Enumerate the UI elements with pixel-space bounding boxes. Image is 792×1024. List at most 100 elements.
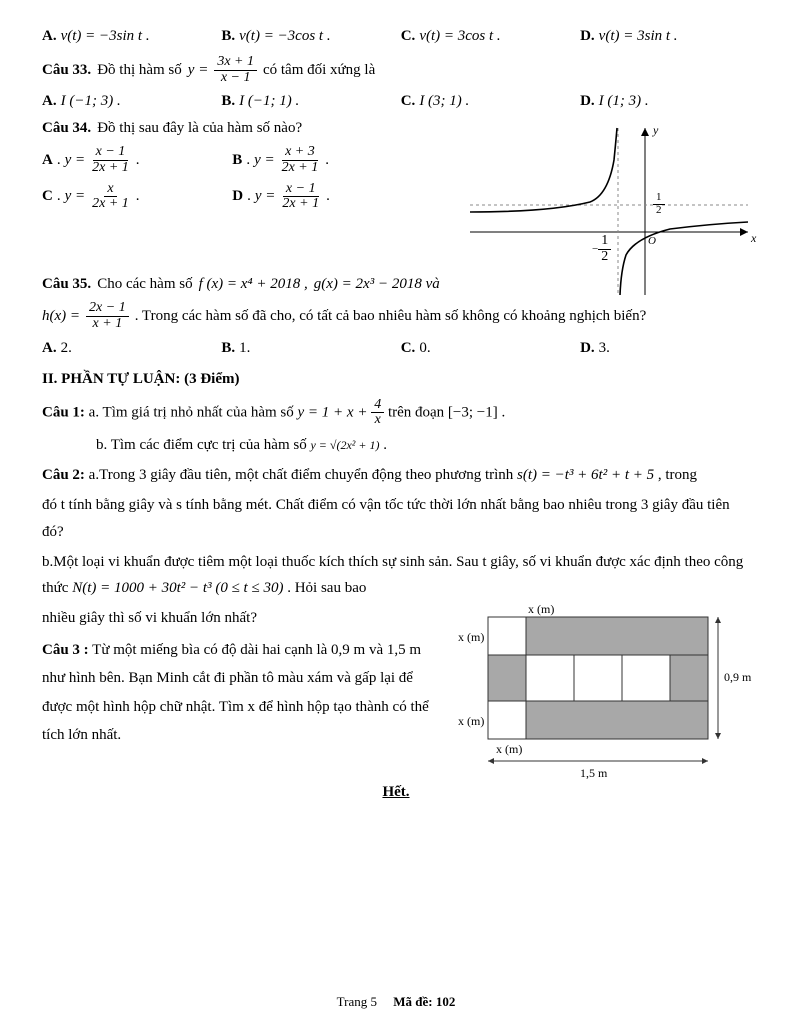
footer-code: Mã đề: 102 bbox=[393, 994, 455, 1009]
c1a-yeq: y = 1 + x + bbox=[298, 404, 368, 420]
q35-opt-c: C.0. bbox=[401, 340, 571, 357]
origin-label: O bbox=[648, 235, 656, 247]
opt-label: C. bbox=[401, 340, 416, 357]
opt-text: I (−1; 3) . bbox=[61, 93, 121, 110]
frac-num: x − 1 bbox=[283, 182, 319, 198]
opt-label: D. bbox=[580, 93, 595, 110]
c1b-eq: y = √(2x² + 1) bbox=[310, 438, 379, 452]
opt-frac: x − 12x + 1 bbox=[89, 145, 132, 175]
q-prefix: Câu 33. bbox=[42, 62, 91, 79]
q-prefix: Câu 35. bbox=[42, 276, 91, 293]
lbl-xm-bot: x (m) bbox=[496, 742, 522, 756]
lbl-w: 1,5 m bbox=[580, 766, 608, 780]
q-prefix: Câu 34. bbox=[42, 120, 91, 137]
opt-label: D bbox=[232, 188, 243, 205]
opt-text: v(t) = 3cos t . bbox=[419, 28, 500, 45]
opt-text: 0. bbox=[419, 340, 430, 357]
opt-label: B. bbox=[221, 93, 235, 110]
opt-label: C. bbox=[401, 28, 416, 45]
c2a2: đó t tính bằng giây và s tính bằng mét. … bbox=[42, 492, 750, 545]
frac-num: x + 3 bbox=[282, 145, 318, 161]
opt-text: I (−1; 1) . bbox=[239, 93, 299, 110]
opt-label: A. bbox=[42, 93, 57, 110]
opt-frac: x − 12x + 1 bbox=[279, 182, 322, 212]
hx-frac: 2x − 1x + 1 bbox=[86, 301, 129, 331]
opt-label: A bbox=[42, 152, 53, 169]
opt-label: C bbox=[42, 188, 53, 205]
q33-frac: 3x + 1 x − 1 bbox=[214, 55, 257, 85]
ytick-num: 1 bbox=[653, 192, 665, 205]
c1b-dot: . bbox=[383, 437, 387, 453]
c3: Câu 3 : Từ một miếng bìa có độ dài hai c… bbox=[42, 636, 438, 750]
opt-label: A. bbox=[42, 28, 57, 45]
opt-text: 1. bbox=[239, 340, 250, 357]
lbl-xm-top: x (m) bbox=[528, 602, 554, 616]
frac-num: 3x + 1 bbox=[214, 55, 257, 71]
q33-opt-d: D.I (1; 3) . bbox=[580, 93, 750, 110]
dot: . bbox=[325, 152, 329, 169]
opt-label: C. bbox=[401, 93, 416, 110]
q32-opt-c: C.v(t) = 3cos t . bbox=[401, 28, 571, 45]
q34-wrap: Câu 34. Đồ thị sau đây là của hàm số nào… bbox=[42, 120, 750, 212]
c3-figure: x (m) x (m) x (m) x (m) 0,9 m 1,5 m bbox=[458, 599, 758, 789]
opt-text: 2. bbox=[61, 340, 72, 357]
opt-frac: x + 32x + 1 bbox=[279, 145, 322, 175]
c1a-frac: 4x bbox=[371, 398, 384, 428]
lbl-h: 0,9 m bbox=[724, 670, 752, 684]
frac-num: 4 bbox=[371, 398, 384, 414]
q34-options: A. y = x − 12x + 1. B. y = x + 32x + 1. … bbox=[42, 145, 438, 212]
q-prefix: Câu 1: bbox=[42, 404, 85, 420]
c3-wrap: nhiều giây thì số vi khuẩn lớn nhất? Câu… bbox=[42, 605, 750, 749]
q32-opt-b: B.v(t) = −3cos t . bbox=[221, 28, 391, 45]
opt-text: v(t) = −3cos t . bbox=[239, 28, 330, 45]
opt-label: D. bbox=[580, 28, 595, 45]
fx: f (x) = x⁴ + 2018 , bbox=[199, 276, 308, 293]
q35-line2: h(x) = 2x − 1x + 1 . Trong các hàm số đã… bbox=[42, 301, 750, 331]
c2a-seq: s(t) = −t³ + 6t² + t + 5 bbox=[517, 467, 654, 483]
q33-opt-c: C.I (3; 1) . bbox=[401, 93, 571, 110]
x-axis-label: x bbox=[750, 231, 757, 245]
frac-den: x + 1 bbox=[90, 317, 126, 332]
q33-options: A.I (−1; 3) . B.I (−1; 1) . C.I (3; 1) .… bbox=[42, 93, 750, 110]
frac-den: 2x + 1 bbox=[89, 161, 132, 176]
opt-label: B. bbox=[221, 28, 235, 45]
y-eq: y = bbox=[65, 188, 86, 205]
frac-num: x bbox=[104, 182, 116, 198]
opt-text: v(t) = 3sin t . bbox=[599, 28, 678, 45]
q33-opt-b: B.I (−1; 1) . bbox=[221, 93, 391, 110]
q34-lead: Đồ thị sau đây là của hàm số nào? bbox=[97, 120, 302, 137]
q34-opt-b: B. y = x + 32x + 1. bbox=[232, 145, 422, 175]
dot: . bbox=[136, 188, 140, 205]
gx: g(x) = 2x³ − 2018 và bbox=[314, 276, 440, 293]
opt-text: I (3; 1) . bbox=[419, 93, 469, 110]
frac-den: 2x + 1 bbox=[279, 161, 322, 176]
q35-opt-b: B.1. bbox=[221, 340, 391, 357]
frac-den: x − 1 bbox=[218, 71, 254, 86]
xtick-num: 1 bbox=[598, 234, 611, 250]
lbl-xm-l2: x (m) bbox=[458, 714, 484, 728]
opt-label: A. bbox=[42, 340, 57, 357]
c2a-line1b: , trong bbox=[658, 467, 697, 483]
c1a-pre: a. Tìm giá trị nhỏ nhất của hàm số bbox=[89, 404, 298, 420]
footer-page: Trang 5 bbox=[337, 994, 377, 1009]
frac-num: x − 1 bbox=[93, 145, 129, 161]
opt-frac: x2x + 1 bbox=[89, 182, 132, 212]
c2a-line1: a.Trong 3 giây đầu tiên, một chất điểm c… bbox=[89, 467, 517, 483]
y-eq: y = bbox=[188, 62, 209, 79]
frac-den: 2x + 1 bbox=[89, 197, 132, 212]
y-eq: y = bbox=[255, 188, 276, 205]
c1: Câu 1: a. Tìm giá trị nhỏ nhất của hàm s… bbox=[42, 398, 750, 428]
q33-opt-a: A.I (−1; 3) . bbox=[42, 93, 212, 110]
q32-opt-d: D.v(t) = 3sin t . bbox=[580, 28, 750, 45]
q32-opt-a: A.v(t) = −3sin t . bbox=[42, 28, 212, 45]
c2a: Câu 2: a.Trong 3 giây đầu tiên, một chất… bbox=[42, 462, 750, 488]
opt-text: v(t) = −3sin t . bbox=[61, 28, 150, 45]
q33-lead: Đồ thị hàm số bbox=[97, 62, 182, 79]
q-prefix: Câu 3 : bbox=[42, 642, 89, 658]
q35-lead: Cho các hàm số bbox=[97, 276, 192, 293]
q35-options: A.2. B.1. C.0. D.3. bbox=[42, 340, 750, 357]
c1b-pre: b. Tìm các điểm cực trị của hàm số bbox=[96, 437, 310, 453]
q32-options: A.v(t) = −3sin t . B.v(t) = −3cos t . C.… bbox=[42, 28, 750, 45]
page-footer: Trang 5 Mã đề: 102 bbox=[0, 994, 792, 1010]
lbl-xm-l1: x (m) bbox=[458, 630, 484, 644]
